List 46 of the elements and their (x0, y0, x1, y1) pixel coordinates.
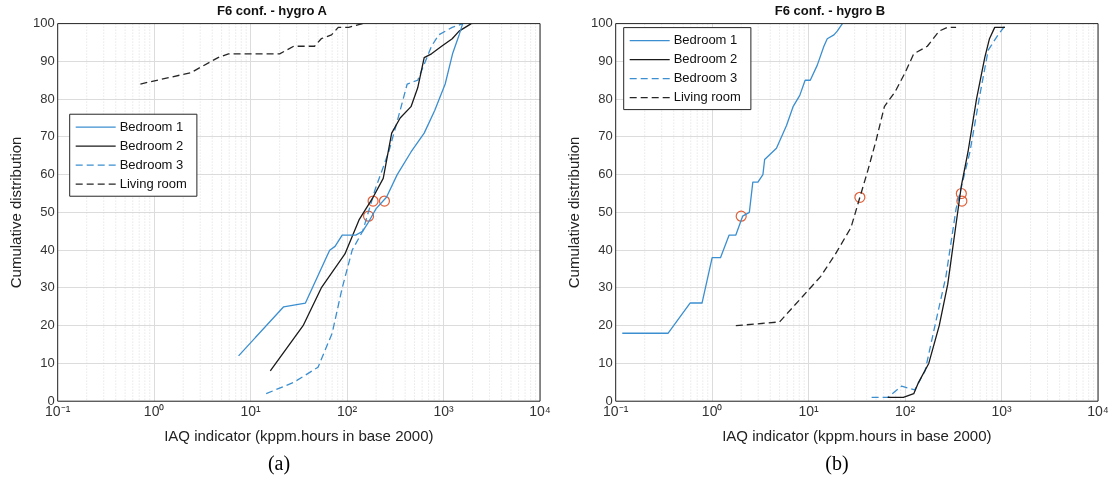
y-tick-label: 10 (40, 355, 55, 371)
chart-title: F6 conf. - hygro A (216, 3, 328, 19)
x-tick-label: 10² (336, 403, 358, 420)
y-tick-label: 20 (598, 317, 613, 333)
legend-label: Bedroom 2 (119, 137, 184, 153)
y-tick-label: 60 (40, 166, 55, 182)
legend-label: Bedroom 2 (673, 51, 738, 67)
legend-label: Bedroom 3 (119, 156, 184, 172)
y-tick-label: 60 (598, 166, 613, 182)
y-tick-label: 80 (40, 90, 55, 106)
legend-label: Bedroom 1 (673, 32, 738, 48)
x-tick-label: 10¹ (798, 403, 820, 420)
legend-label: Living room (673, 89, 741, 105)
y-axis-title: Cumulative distribution (7, 136, 25, 289)
x-axis-title: IAQ indicator (kppm.hours in base 2000) (722, 427, 992, 445)
y-tick-label: 70 (40, 128, 55, 144)
y-tick-label: 70 (598, 128, 613, 144)
y-tick-label: 90 (598, 52, 613, 68)
chart-title: F6 conf. - hygro B (774, 3, 886, 19)
y-tick-label: 50 (598, 203, 613, 219)
x-tick-label: 10³ (991, 403, 1012, 420)
y-tick-label: 30 (598, 279, 613, 295)
y-tick-label: 40 (598, 241, 613, 257)
y-tick-label: 30 (40, 279, 55, 295)
y-tick-label: 20 (40, 317, 55, 333)
y-tick-label: 10 (598, 355, 613, 371)
x-tick-label: 10⁴ (529, 403, 551, 420)
y-tick-label: 100 (32, 15, 55, 31)
x-tick-label: 10¹ (240, 403, 262, 420)
y-tick-label: 50 (40, 203, 55, 219)
x-tick-label: 10³ (433, 403, 454, 420)
legend-label: Bedroom 1 (119, 118, 184, 134)
x-axis-title: IAQ indicator (kppm.hours in base 2000) (164, 427, 434, 445)
text: (a) (266, 452, 292, 475)
x-tick-label: 10⁰ (701, 403, 723, 420)
x-tick-label: 10² (894, 403, 916, 420)
y-axis-title: Cumulative distribution (565, 136, 583, 289)
text: (b) (824, 452, 850, 475)
y-tick-label: 80 (598, 90, 613, 106)
y-tick-label: 90 (40, 52, 55, 68)
y-tick-label: 40 (40, 241, 55, 257)
legend-label: Living room (119, 175, 187, 191)
x-tick-label: 10⁰ (143, 403, 165, 420)
y-tick-label: 100 (590, 15, 613, 31)
legend-label: Bedroom 3 (673, 70, 738, 86)
x-tick-label: 10⁴ (1087, 403, 1109, 420)
